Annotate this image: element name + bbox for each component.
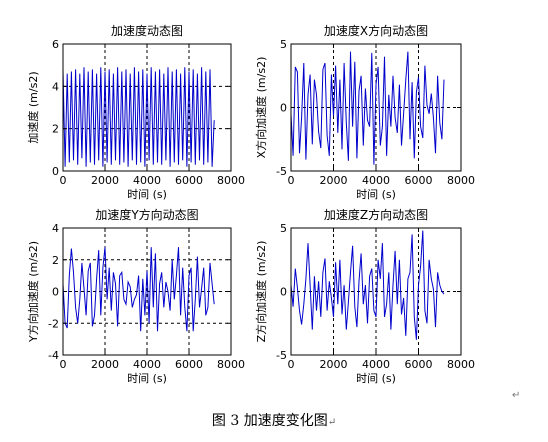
y-tick-label: -5 xyxy=(276,349,287,362)
y-tick-label: 4 xyxy=(52,222,59,235)
y-tick-label: 5 xyxy=(280,38,287,51)
x-tick-label: 8000 xyxy=(217,358,245,371)
x-axis-label: 时间 (s) xyxy=(356,372,396,385)
y-tick-label: 0 xyxy=(52,165,59,178)
x-axis-label: 时间 (s) xyxy=(356,188,396,201)
x-tick-label: 0 xyxy=(288,358,295,371)
x-tick-label: 0 xyxy=(60,358,67,371)
x-tick-label: 6000 xyxy=(175,174,203,187)
chart-title: 加速度X方向动态图 xyxy=(324,23,428,38)
y-axis-label: Z方向加速度 (m/s2) xyxy=(254,241,268,343)
x-tick-label: 8000 xyxy=(447,174,475,187)
x-tick-label: 8000 xyxy=(217,174,245,187)
x-tick-label: 4000 xyxy=(362,174,390,187)
x-tick-label: 4000 xyxy=(362,358,390,371)
series-line xyxy=(290,51,445,165)
x-tick-label: 0 xyxy=(288,174,295,187)
x-tick-label: 4000 xyxy=(133,358,161,371)
x-tick-label: 2000 xyxy=(320,358,348,371)
x-tick-label: 0 xyxy=(60,174,67,187)
y-tick-label: 0 xyxy=(52,286,59,299)
caption-return-mark: ↵ xyxy=(327,417,337,428)
series-line xyxy=(62,247,215,332)
x-tick-label: 6000 xyxy=(405,174,433,187)
chart-title: 加速度Z方向动态图 xyxy=(324,207,428,222)
y-tick-label: -2 xyxy=(48,317,59,330)
x-tick-label: 2000 xyxy=(91,174,119,187)
x-tick-label: 4000 xyxy=(133,174,161,187)
x-tick-label: 6000 xyxy=(405,358,433,371)
x-axis-label: 时间 (s) xyxy=(127,372,167,385)
figure-caption: 图 3 加速度变化图↵ xyxy=(0,410,548,430)
y-tick-label: 5 xyxy=(280,222,287,235)
chart-title: 加速度Y方向动态图 xyxy=(95,207,198,222)
y-axis-label: X方向加速度 (m/s2) xyxy=(254,57,268,159)
y-tick-label: -5 xyxy=(276,165,287,178)
y-tick-label: 4 xyxy=(52,80,59,93)
y-axis-label: 加速度 (m/s2) xyxy=(26,71,40,143)
y-tick-label: 6 xyxy=(52,38,59,51)
y-tick-label: 0 xyxy=(280,102,287,115)
x-tick-label: 6000 xyxy=(175,358,203,371)
x-tick-label: 8000 xyxy=(447,358,475,371)
y-tick-label: 2 xyxy=(52,123,59,136)
x-tick-label: 2000 xyxy=(320,174,348,187)
y-tick-label: 0 xyxy=(280,286,287,299)
chart-title: 加速度动态图 xyxy=(111,23,183,38)
paragraph-mark: ↵ xyxy=(512,390,521,401)
x-axis-label: 时间 (s) xyxy=(127,188,167,201)
figure-caption-text: 图 3 加速度变化图 xyxy=(211,413,328,429)
y-tick-label: 2 xyxy=(52,254,59,267)
y-axis-label: Y方向加速度 (m/s2) xyxy=(26,241,40,343)
x-tick-label: 2000 xyxy=(91,358,119,371)
y-tick-label: -4 xyxy=(48,349,59,362)
series-line xyxy=(62,67,215,167)
series-line xyxy=(290,230,445,340)
